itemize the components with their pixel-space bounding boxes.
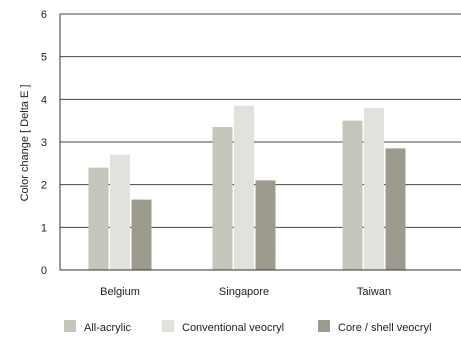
x-tick-label: Singapore: [219, 286, 269, 298]
y-tick-label: 1: [41, 222, 47, 234]
x-tick-labels: Belgium Singapore Taiwan: [100, 286, 391, 298]
bars: [88, 105, 406, 271]
y-tick-label: 2: [41, 180, 47, 192]
bar-belgium-series-2: [110, 154, 130, 270]
bar-singapore-series-1: [212, 127, 233, 270]
y-tick-label: 6: [41, 9, 47, 21]
x-tick-label: Belgium: [100, 286, 140, 298]
bar-singapore-series-3: [255, 180, 276, 270]
bar-taiwan-series-1: [342, 120, 363, 271]
legend-swatch: [318, 320, 330, 332]
bar-belgium-series-3: [131, 199, 152, 270]
y-axis-label: Color change [ Delta E ]: [19, 85, 31, 202]
bar-belgium-series-1: [88, 167, 109, 270]
y-tick-label: 0: [41, 265, 47, 277]
legend-label: Conventional veocryl: [182, 322, 284, 334]
y-tick-label: 5: [41, 52, 47, 64]
legend-swatch: [64, 320, 76, 332]
axes: [59, 14, 461, 271]
legend-swatch: [162, 320, 174, 332]
bar-singapore-series-2: [234, 105, 254, 270]
y-tick-label: 4: [41, 94, 47, 106]
bar-taiwan-series-2: [364, 107, 384, 270]
y-tick-labels: 0 1 2 3 4 5 6: [41, 9, 47, 277]
legend: All-acrylic Conventional veocryl Core / sh…: [64, 320, 432, 334]
x-tick-label: Taiwan: [357, 286, 391, 298]
legend-label: Core / shell veocryl: [338, 322, 432, 334]
bar-taiwan-series-3: [385, 148, 406, 270]
y-tick-label: 3: [41, 137, 47, 149]
legend-label: All-acrylic: [84, 322, 132, 334]
